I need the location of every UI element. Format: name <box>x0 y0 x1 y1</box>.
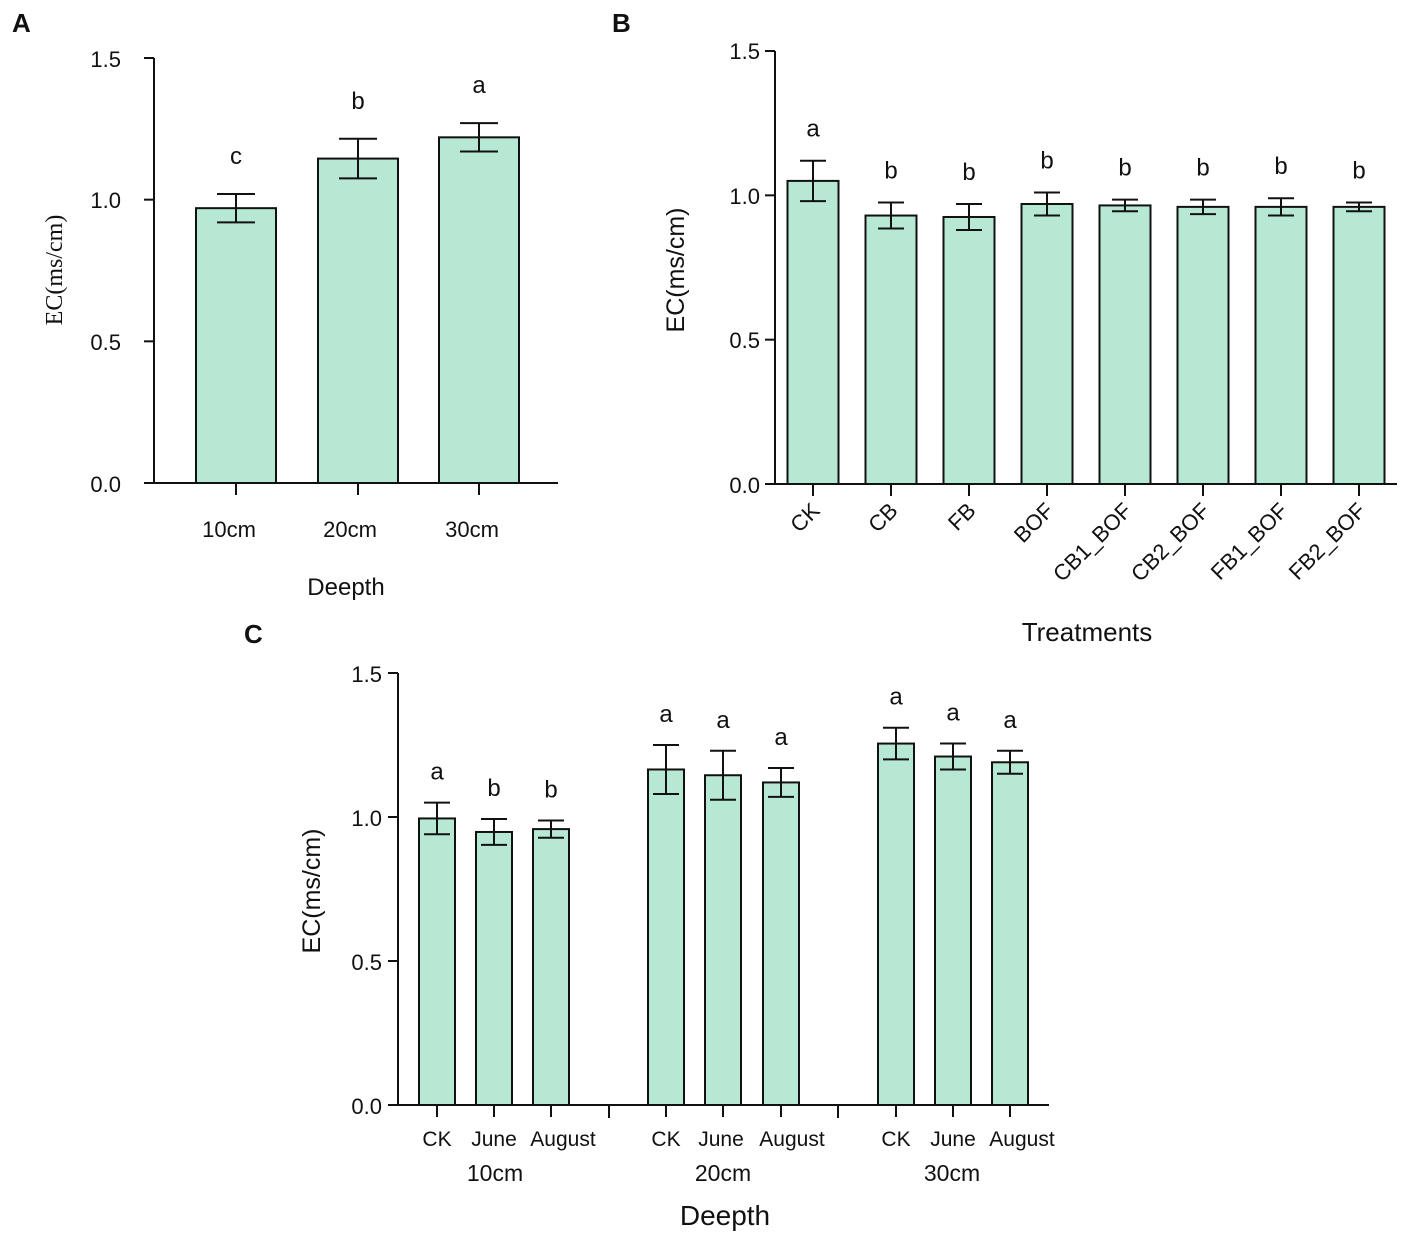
panel-b-x-ticks: CK CB FB BOF CB1_BOF CB2_BOF FB1_BOF FB2… <box>785 498 1370 587</box>
panel-c-y-axis-title: EC(ms/cm) <box>298 829 326 954</box>
panel-b-significance-letter: a <box>806 116 820 143</box>
panel-a: A EC(ms/cm) Deepth 0.0 0.5 1.0 1.5 c b a 1… <box>12 8 558 601</box>
panel-b-significance-letter: b <box>1196 155 1209 182</box>
panel-b-y-tick-label: 0.5 <box>729 328 760 353</box>
panel-c-significance-letter: a <box>946 700 960 727</box>
panel-c-x-tick-label: June <box>930 1128 976 1151</box>
panel-c-x-tick-label: CK <box>422 1128 451 1151</box>
panel-a-y-tick-label: 0.5 <box>90 330 121 355</box>
panel-c-x-axis-title: Deepth <box>680 1200 770 1231</box>
panel-a-x-tick-label: 10cm <box>202 517 256 542</box>
panel-b-bar <box>1332 205 1386 485</box>
panel-b-significance-letter: b <box>1118 155 1131 182</box>
panel-c-x-tick-label: August <box>530 1128 596 1151</box>
panel-c-bar <box>532 828 570 1106</box>
panel-a-y-tick-label: 1.0 <box>90 188 121 213</box>
panel-c: C EC(ms/cm) Deepth 0.0 0.5 1.0 1.5 ab ba a… <box>244 619 1055 1231</box>
panel-b-x-tick-label: FB2_BOF <box>1284 498 1371 585</box>
panel-c-group-label: 20cm <box>695 1160 751 1186</box>
panel-b-y-ticks: 0.0 0.5 1.0 1.5 <box>729 39 760 498</box>
panel-a-significance-letter: c <box>230 143 242 170</box>
panel-c-y-tick-label: 0.0 <box>351 1094 382 1119</box>
panel-b: B EC(ms/cm) Treatments 0.0 0.5 1.0 1.5 a… <box>612 8 1397 647</box>
panel-c-bar <box>762 781 800 1106</box>
panel-c-x-tick-label: August <box>759 1128 825 1151</box>
panel-b-significance-letter: b <box>884 158 897 185</box>
panel-c-bar <box>934 755 972 1107</box>
panel-c-plot: a b b a a a a a a <box>388 672 1049 1118</box>
panel-b-bar <box>1020 202 1074 485</box>
panel-c-significance-letter: a <box>430 759 444 786</box>
panel-a-x-tick-label: 20cm <box>323 517 377 542</box>
panel-c-label: C <box>244 619 263 649</box>
panel-b-x-tick-label: BOF <box>1009 498 1059 548</box>
panel-b-bar <box>1254 205 1308 485</box>
panel-b-bar <box>864 214 918 485</box>
panel-b-y-tick-label: 1.5 <box>729 39 760 64</box>
panel-c-y-tick-label: 1.0 <box>351 806 382 831</box>
panel-b-plot: a b b b b b b b <box>765 50 1397 496</box>
panel-c-group-label: 30cm <box>924 1160 980 1186</box>
panel-a-label: A <box>12 8 31 38</box>
panel-c-bar <box>704 774 742 1106</box>
panel-b-bar <box>786 179 840 485</box>
panel-b-bar <box>1176 205 1230 485</box>
panel-b-y-tick-label: 0.0 <box>729 473 760 498</box>
panel-a-y-tick-label: 0.0 <box>90 472 121 497</box>
panel-c-significance-letter: b <box>487 775 500 802</box>
panel-c-significance-letter: a <box>889 684 903 711</box>
panel-a-x-tick-label: 30cm <box>445 517 499 542</box>
panel-a-y-ticks: 0.0 0.5 1.0 1.5 <box>90 47 121 497</box>
panel-c-bar <box>418 817 456 1106</box>
panel-b-significance-letter: b <box>962 159 975 186</box>
panel-b-x-tick-label: FB <box>943 498 981 536</box>
panel-c-y-tick-label: 0.5 <box>351 950 382 975</box>
panel-c-y-tick-label: 1.5 <box>351 662 382 687</box>
panel-a-plot: c b a <box>144 57 558 495</box>
panel-b-significance-letter: b <box>1352 158 1365 185</box>
panel-a-y-tick-label: 1.5 <box>90 47 121 72</box>
panel-c-x-ticks: CK June August CK June August CK June Au… <box>422 1128 1054 1151</box>
panel-c-x-tick-label: CK <box>651 1128 680 1151</box>
panel-c-x-tick-label: August <box>989 1128 1055 1151</box>
panel-b-significance-letter: b <box>1040 147 1053 174</box>
panel-a-significance-letter: b <box>351 88 364 115</box>
panel-c-bar <box>991 761 1029 1107</box>
panel-b-label: B <box>612 8 631 38</box>
panel-b-x-tick-label: CB1_BOF <box>1048 498 1137 587</box>
panel-c-x-tick-label: June <box>471 1128 517 1151</box>
panel-c-group-label: 10cm <box>467 1160 523 1186</box>
panel-b-x-tick-label: CB2_BOF <box>1126 498 1215 587</box>
panel-c-x-tick-label: CK <box>881 1128 910 1151</box>
panel-c-significance-letter: a <box>1003 707 1017 734</box>
panel-a-y-axis-title: EC(ms/cm) <box>42 215 68 326</box>
panel-a-bar <box>195 207 277 485</box>
panel-c-bar <box>647 768 685 1106</box>
panel-c-significance-letter: a <box>716 707 730 734</box>
panel-a-significance-letter: a <box>472 72 486 99</box>
panel-b-x-tick-label: CK <box>785 498 825 538</box>
panel-c-group-labels: 10cm 20cm 30cm <box>467 1160 980 1186</box>
panel-c-bar <box>877 742 915 1106</box>
panel-c-bar <box>475 830 513 1106</box>
panel-c-significance-letter: a <box>774 724 788 751</box>
panel-b-bar <box>942 215 996 485</box>
panel-b-x-tick-label: FB1_BOF <box>1206 498 1293 585</box>
panel-b-y-tick-label: 1.0 <box>729 184 760 209</box>
panel-b-x-axis-title: Treatments <box>1022 617 1153 647</box>
panel-b-x-tick-label: CB <box>863 498 902 537</box>
panel-c-significance-letter: b <box>544 776 557 803</box>
panel-c-x-tick-label: June <box>698 1128 744 1151</box>
panel-a-x-ticks: 10cm 20cm 30cm <box>202 517 499 542</box>
panel-a-bar <box>438 136 520 484</box>
panel-b-y-axis-title: EC(ms/cm) <box>662 208 690 333</box>
panel-b-significance-letter: b <box>1274 153 1287 180</box>
panel-c-y-ticks: 0.0 0.5 1.0 1.5 <box>351 662 382 1119</box>
panel-a-bar <box>317 157 399 484</box>
panel-b-bar <box>1098 204 1152 485</box>
panel-a-x-axis-title: Deepth <box>307 574 384 601</box>
panel-c-significance-letter: a <box>659 701 673 728</box>
